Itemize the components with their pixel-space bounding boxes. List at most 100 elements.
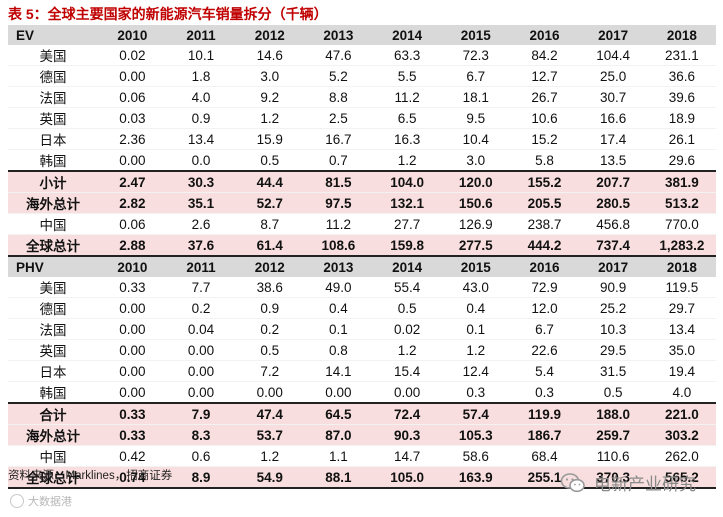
value-cell: 15.2 — [510, 128, 579, 150]
table-row: 美国 0.02 10.1 14.6 47.6 63.3 72.3 84.2 104.4 231.1 — [8, 45, 717, 66]
watermark-right-text: 电新产业研究 — [594, 475, 696, 494]
watermark-left: 大数据港 — [10, 493, 72, 509]
table-row: 韩国 0.00 0.00 0.00 0.00 0.00 0.3 0.3 0.5 4.0 — [8, 381, 717, 404]
value-cell: 13.4 — [166, 128, 236, 150]
year-header: 2013 — [304, 25, 373, 45]
value-cell: 132.1 — [372, 192, 442, 214]
value-cell: 35.0 — [647, 339, 717, 361]
value-cell: 37.6 — [166, 234, 236, 257]
value-cell: 53.7 — [235, 424, 305, 446]
value-cell: 52.7 — [235, 192, 305, 214]
year-header: 2016 — [510, 256, 579, 277]
value-cell: 0.02 — [372, 318, 442, 340]
year-header: 2012 — [235, 25, 305, 45]
value-cell: 14.7 — [372, 445, 442, 467]
table-row: 德国 0.00 1.8 3.0 5.2 5.5 6.7 12.7 25.0 36.6 — [8, 65, 717, 87]
value-cell: 159.8 — [372, 234, 442, 257]
table-row: 中国 0.42 0.6 1.2 1.1 14.7 58.6 68.4 110.6 262.0 — [8, 445, 717, 467]
value-cell: 63.3 — [372, 45, 442, 66]
value-cell: 0.03 — [98, 107, 167, 129]
year-header: 2015 — [441, 25, 511, 45]
value-cell: 16.6 — [578, 107, 648, 129]
value-cell: 565.2 — [647, 466, 717, 489]
value-cell: 0.3 — [510, 381, 579, 404]
value-cell: 0.06 — [98, 213, 167, 235]
value-cell: 6.5 — [372, 107, 442, 129]
row-label: 日本 — [8, 360, 98, 382]
value-cell: 1.2 — [235, 107, 305, 129]
value-cell: 186.7 — [510, 424, 579, 446]
value-cell: 126.9 — [441, 213, 511, 235]
year-header: 2018 — [647, 256, 717, 277]
value-cell: 0.00 — [372, 381, 442, 404]
value-cell: 88.1 — [304, 466, 373, 489]
value-cell: 3.0 — [235, 65, 305, 87]
table-row: 合计 0.33 7.9 47.4 64.5 72.4 57.4 119.9 188.0 221.0 — [8, 402, 717, 425]
value-cell: 0.2 — [166, 297, 236, 319]
value-cell: 1.1 — [304, 445, 373, 467]
value-cell: 72.9 — [510, 277, 579, 298]
value-cell: 108.6 — [304, 234, 373, 257]
value-cell: 5.5 — [372, 65, 442, 87]
table-row: 日本 2.36 13.4 15.9 16.7 16.3 10.4 15.2 17.4 26.1 — [8, 128, 717, 150]
row-label: 日本 — [8, 128, 98, 150]
value-cell: 90.3 — [372, 424, 442, 446]
value-cell: 5.4 — [510, 360, 579, 382]
value-cell: 30.7 — [578, 86, 648, 108]
value-cell: 207.7 — [578, 170, 648, 193]
value-cell: 1.2 — [372, 339, 442, 361]
value-cell: 221.0 — [647, 402, 717, 425]
value-cell: 72.4 — [372, 402, 442, 425]
value-cell: 4.0 — [647, 381, 717, 404]
value-cell: 231.1 — [647, 45, 717, 66]
table-row: 法国 0.00 0.04 0.2 0.1 0.02 0.1 6.7 10.3 13.4 — [8, 318, 717, 340]
value-cell: 43.0 — [441, 277, 511, 298]
value-cell: 110.6 — [578, 445, 648, 467]
value-cell: 6.7 — [510, 318, 579, 340]
value-cell: 30.3 — [166, 170, 236, 193]
value-cell: 0.00 — [98, 318, 167, 340]
value-cell: 1.8 — [166, 65, 236, 87]
row-label: 德国 — [8, 297, 98, 319]
value-cell: 0.7 — [304, 149, 373, 172]
row-label: 中国 — [8, 445, 98, 467]
value-cell: 444.2 — [510, 234, 579, 257]
value-cell: 47.6 — [304, 45, 373, 66]
value-cell: 72.3 — [441, 45, 511, 66]
row-label: 美国 — [8, 45, 98, 66]
value-cell: 0.00 — [166, 339, 236, 361]
year-header: 2011 — [166, 25, 236, 45]
value-cell: 14.1 — [304, 360, 373, 382]
year-header: 2011 — [166, 256, 236, 277]
table-row: 中国 0.06 2.6 8.7 11.2 27.7 126.9 238.7 456.8 770.0 — [8, 213, 717, 235]
value-cell: 10.4 — [441, 128, 511, 150]
value-cell: 262.0 — [647, 445, 717, 467]
value-cell: 8.8 — [304, 86, 373, 108]
value-cell: 0.33 — [98, 424, 167, 446]
value-cell: 104.0 — [372, 170, 442, 193]
value-cell: 2.36 — [98, 128, 167, 150]
value-cell: 8.3 — [166, 424, 236, 446]
value-cell: 1,283.2 — [647, 234, 717, 257]
value-cell: 5.8 — [510, 149, 579, 172]
table-row: 法国 0.06 4.0 9.2 8.8 11.2 18.1 26.7 30.7 39.6 — [8, 86, 717, 108]
value-cell: 39.6 — [647, 86, 717, 108]
value-cell: 0.00 — [98, 381, 167, 404]
row-label: 德国 — [8, 65, 98, 87]
value-cell: 4.0 — [166, 86, 236, 108]
value-cell: 7.9 — [166, 402, 236, 425]
value-cell: 5.2 — [304, 65, 373, 87]
value-cell: 0.33 — [98, 277, 167, 298]
value-cell: 6.7 — [441, 65, 511, 87]
value-cell: 119.5 — [647, 277, 717, 298]
year-header: 2016 — [510, 25, 579, 45]
value-cell: 155.2 — [510, 170, 579, 193]
value-cell: 26.7 — [510, 86, 579, 108]
value-cell: 0.42 — [98, 445, 167, 467]
value-cell: 0.00 — [304, 381, 373, 404]
value-cell: 0.2 — [235, 318, 305, 340]
row-label: 美国 — [8, 277, 98, 298]
value-cell: 0.5 — [235, 149, 305, 172]
value-cell: 44.4 — [235, 170, 305, 193]
value-cell: 0.9 — [235, 297, 305, 319]
